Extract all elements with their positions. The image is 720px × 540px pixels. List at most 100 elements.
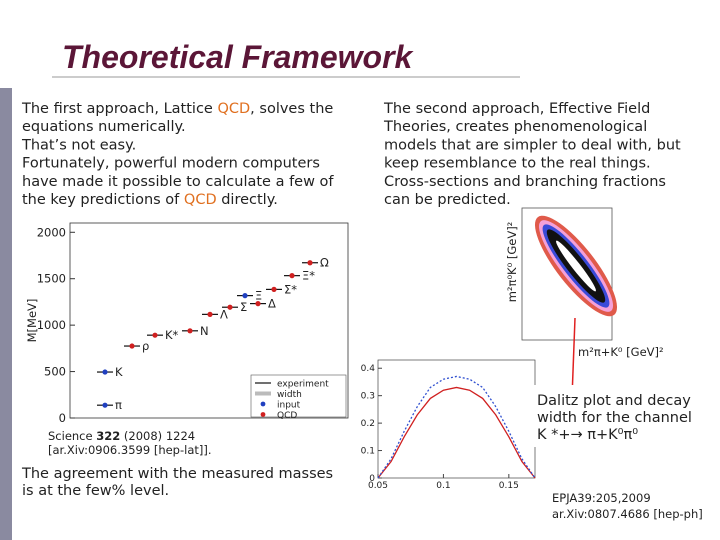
conclusion-line: is at the few% level.: [22, 483, 169, 499]
text-run: The first approach, Lattice: [21, 101, 217, 117]
y-tick-label: 2000: [37, 225, 66, 239]
y-tick-label: 0.2: [361, 419, 375, 429]
y-tick-label: 0.4: [361, 364, 376, 374]
input-point: [102, 402, 108, 408]
legend-label: width: [277, 390, 302, 400]
body-line: models that are simpler to deal with, bu…: [384, 137, 681, 153]
dalitz-x-label: m²π+K⁰ [GeV]²: [578, 345, 664, 359]
text-run: have made it possible to calculate a few…: [22, 174, 334, 190]
body-line: keep resemblance to the real things.: [384, 156, 651, 172]
pointer: [571, 317, 576, 399]
y-tick-label: 1500: [37, 272, 66, 286]
y-tick-label: 1000: [37, 318, 66, 332]
particle-label: Δ: [268, 297, 276, 311]
text-run: [ar.Xiv:0906.3599 [hep-lat]].: [48, 443, 212, 457]
text-run: models that are simpler to deal with, bu…: [384, 137, 681, 153]
particle-label: Ω: [320, 256, 329, 270]
qcd-point: [152, 332, 158, 338]
particle-label: Λ: [220, 307, 228, 321]
qcd-point: [129, 343, 135, 349]
y-tick-label: 0.3: [361, 392, 375, 402]
y-tick-label: 0: [369, 474, 375, 484]
legend-glyph: [260, 412, 266, 417]
body-line: the key predictions of QCD directly.: [22, 192, 278, 208]
text-run: equations numerically.: [22, 119, 186, 135]
particle-label: ρ: [142, 339, 149, 353]
body-line: have made it possible to calculate a few…: [22, 174, 334, 190]
text-run: QCD: [184, 192, 217, 208]
dalitz-frame: [521, 207, 613, 341]
text-run: (2008) 1224: [120, 429, 195, 443]
qcd-point: [307, 260, 313, 266]
caption-line: Dalitz plot and decay: [537, 393, 691, 409]
qcd-point: [207, 311, 213, 317]
x-tick-label: 0.15: [499, 481, 519, 491]
caption-line: width for the channel: [537, 410, 692, 426]
particle-label: π: [115, 398, 122, 412]
x-tick-label: 0.05: [368, 481, 388, 491]
width-curve: [377, 386, 536, 479]
body-line: Cross-sections and branching fractions: [384, 174, 666, 190]
left-bar: [0, 88, 12, 540]
input-point: [102, 369, 108, 375]
legend-label: experiment: [277, 380, 329, 390]
particle-label: N: [200, 324, 209, 338]
legend-glyph: [260, 401, 266, 407]
particle-label: K: [115, 365, 123, 379]
body-line: That’s not easy.: [21, 137, 136, 153]
legend-label: QCD: [277, 411, 297, 421]
reference-line: EPJA39:205,2009: [552, 491, 651, 505]
text-run: Cross-sections and branching fractions: [384, 174, 666, 190]
input-point: [242, 293, 248, 299]
contour: [556, 240, 596, 292]
text-run: Theories, creates phenomenological: [383, 119, 647, 135]
qcd-point: [255, 301, 261, 307]
text-run: directly.: [217, 192, 278, 208]
reference-line: ar.Xiv:0807.4686 [hep-ph]: [552, 507, 703, 521]
caption-line: K *+→ π+K⁰π⁰: [537, 427, 638, 443]
text-run: The second approach, Effective Field: [383, 101, 650, 117]
body-line: The first approach, Lattice QCD, solves …: [21, 101, 333, 117]
body-line: Theories, creates phenomenological: [383, 119, 647, 135]
dalitz-contours: [534, 215, 618, 317]
particle-label: Ξ: [255, 289, 262, 303]
text-run: the key predictions of: [22, 192, 184, 208]
qcd-point: [227, 304, 233, 310]
caption-bg: [530, 385, 705, 447]
qcd-point: [187, 328, 193, 334]
y-tick-label: 0.1: [361, 447, 375, 457]
y-tick-label: 0: [59, 411, 66, 425]
dalitz-y-label: m²π⁰K⁰ [GeV]²: [505, 222, 519, 303]
body-line: Fortunately, powerful modern computers: [22, 156, 320, 172]
y-tick-label: 500: [44, 365, 66, 379]
particle-label: Σ: [240, 300, 247, 314]
text-run: keep resemblance to the real things.: [384, 156, 651, 172]
legend-label: input: [277, 401, 301, 411]
legend-glyph: [255, 391, 271, 396]
qcd-point: [289, 273, 295, 279]
text-run: 322: [96, 429, 120, 443]
conclusion-line: The agreement with the measured masses: [21, 466, 333, 482]
body-line: The second approach, Effective Field: [383, 101, 650, 117]
text-run: can be predicted.: [384, 192, 511, 208]
legend-box: [250, 374, 347, 418]
citation-line: [ar.Xiv:0906.3599 [hep-lat]].: [48, 443, 212, 457]
body-line: equations numerically.: [22, 119, 186, 135]
text-run: Fortunately, powerful modern computers: [22, 156, 320, 172]
width-curve: [377, 375, 536, 479]
text-run: That’s not easy.: [21, 137, 136, 153]
particle-label: Ξ*: [302, 269, 315, 283]
mass-frame: [69, 222, 349, 419]
text-run: QCD: [217, 101, 250, 117]
y-axis-label: M[MeV]: [25, 299, 39, 343]
particle-label: K*: [165, 328, 179, 342]
citation-line: Science 322 (2008) 1224: [48, 429, 195, 443]
text-run: , solves the: [250, 101, 333, 117]
body-line: can be predicted.: [384, 192, 511, 208]
x-tick-label: 0.1: [436, 481, 450, 491]
title: Theoretical Framework: [62, 39, 415, 75]
qcd-point: [271, 286, 277, 292]
particle-label: Σ*: [284, 282, 297, 296]
dalitz-plot: [521, 207, 618, 399]
